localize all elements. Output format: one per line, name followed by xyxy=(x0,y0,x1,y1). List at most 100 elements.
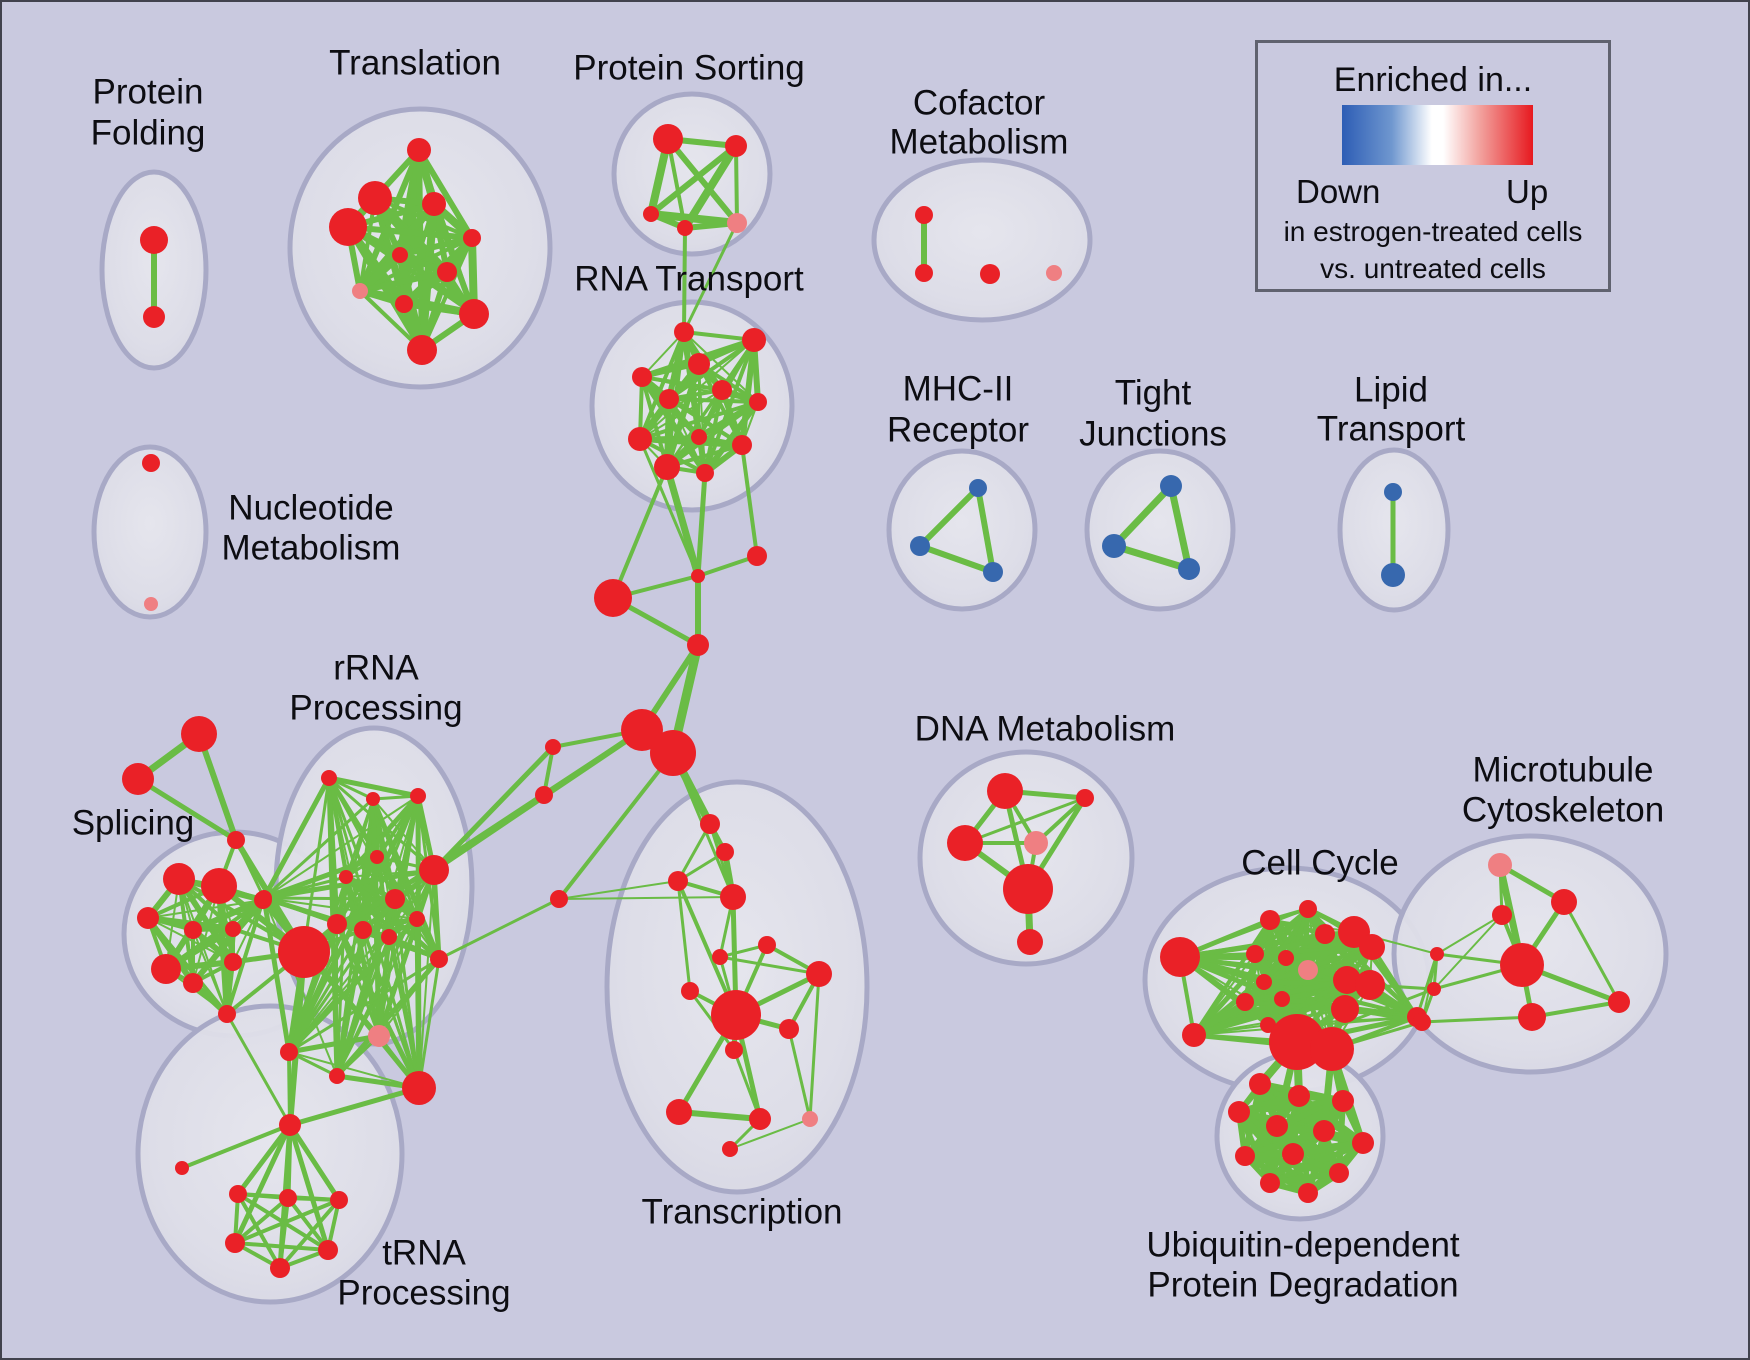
node-lipid-transport-1[interactable] xyxy=(1381,563,1405,587)
node-cell-cycle-1[interactable] xyxy=(1182,1023,1206,1047)
node-lipid-transport-0[interactable] xyxy=(1384,483,1402,501)
node-microtubule-cytoskeleton-6[interactable] xyxy=(1430,947,1444,961)
node-rrna-processing-0[interactable] xyxy=(321,770,337,786)
node-splicing-4[interactable] xyxy=(225,921,241,937)
node-rrna-processing-12[interactable] xyxy=(430,950,448,968)
node-transcription-2[interactable] xyxy=(668,871,688,891)
node-connectors-7[interactable] xyxy=(535,786,553,804)
node-cell-cycle-14[interactable] xyxy=(1333,966,1361,994)
node-splicing-triangle-1[interactable] xyxy=(122,763,154,795)
node-rna-transport-1[interactable] xyxy=(742,328,766,352)
node-translation-5[interactable] xyxy=(392,247,408,263)
node-ubiquitin-degradation-8[interactable] xyxy=(1282,1143,1304,1165)
node-protein-folding-0[interactable] xyxy=(140,226,168,254)
node-trna-processing-1[interactable] xyxy=(175,1161,189,1175)
node-rna-transport-10[interactable] xyxy=(654,454,680,480)
node-rrna-processing-1[interactable] xyxy=(366,792,380,806)
node-protein-sorting-1[interactable] xyxy=(725,135,747,157)
node-cell-cycle-9[interactable] xyxy=(1298,960,1318,980)
node-splicing-1[interactable] xyxy=(201,868,237,904)
node-microtubule-cytoskeleton-8[interactable] xyxy=(1413,1013,1431,1031)
node-nucleotide-metabolism-1[interactable] xyxy=(144,597,158,611)
node-connectors-2[interactable] xyxy=(594,579,632,617)
node-trna-processing-4[interactable] xyxy=(330,1191,348,1209)
node-cell-cycle-17[interactable] xyxy=(1269,1014,1325,1070)
node-rrna-processing-7[interactable] xyxy=(419,855,449,885)
node-trna-processing-0[interactable] xyxy=(279,1114,301,1136)
node-cofactor-metabolism-2[interactable] xyxy=(980,264,1000,284)
node-cell-cycle-2[interactable] xyxy=(1260,910,1280,930)
node-transcription-12[interactable] xyxy=(749,1108,771,1130)
node-splicing-8[interactable] xyxy=(224,953,242,971)
node-cell-cycle-4[interactable] xyxy=(1315,924,1335,944)
node-translation-10[interactable] xyxy=(407,335,437,365)
node-splicing-0[interactable] xyxy=(163,863,195,895)
node-connectors-1[interactable] xyxy=(747,546,767,566)
node-cell-cycle-10[interactable] xyxy=(1256,974,1272,990)
node-rna-transport-3[interactable] xyxy=(632,367,652,387)
node-transcription-6[interactable] xyxy=(806,961,832,987)
node-transcription-1[interactable] xyxy=(716,843,734,861)
node-microtubule-cytoskeleton-0[interactable] xyxy=(1488,853,1512,877)
node-cell-cycle-0[interactable] xyxy=(1160,937,1200,977)
node-rrna-processing-5[interactable] xyxy=(256,890,272,906)
node-rrna-processing-15[interactable] xyxy=(368,1025,390,1047)
node-mhc-ii-receptor-1[interactable] xyxy=(910,536,930,556)
node-rrna-processing-8[interactable] xyxy=(327,914,347,934)
node-rna-transport-5[interactable] xyxy=(659,389,679,409)
node-connectors-0[interactable] xyxy=(691,569,705,583)
node-mhc-ii-receptor-0[interactable] xyxy=(969,479,987,497)
node-translation-2[interactable] xyxy=(422,192,446,216)
node-translation-1[interactable] xyxy=(358,181,392,215)
node-dna-metabolism-3[interactable] xyxy=(1024,831,1048,855)
node-protein-sorting-4[interactable] xyxy=(727,213,747,233)
node-transcription-4[interactable] xyxy=(758,936,776,954)
node-trna-processing-7[interactable] xyxy=(270,1258,290,1278)
node-splicing-9[interactable] xyxy=(218,1005,236,1023)
node-translation-3[interactable] xyxy=(329,208,367,246)
node-translation-0[interactable] xyxy=(407,138,431,162)
node-cell-cycle-8[interactable] xyxy=(1278,950,1294,966)
node-dna-metabolism-5[interactable] xyxy=(1017,929,1043,955)
node-nucleotide-metabolism-0[interactable] xyxy=(142,454,160,472)
node-cell-cycle-18[interactable] xyxy=(1310,1027,1354,1071)
node-cofactor-metabolism-0[interactable] xyxy=(915,206,933,224)
node-transcription-14[interactable] xyxy=(722,1141,738,1157)
node-translation-4[interactable] xyxy=(463,229,481,247)
node-cofactor-metabolism-1[interactable] xyxy=(915,264,933,282)
node-transcription-0[interactable] xyxy=(700,814,720,834)
node-cell-cycle-15[interactable] xyxy=(1355,970,1385,1000)
node-dna-metabolism-4[interactable] xyxy=(1003,864,1053,914)
node-ubiquitin-degradation-0[interactable] xyxy=(1249,1073,1271,1095)
node-microtubule-cytoskeleton-5[interactable] xyxy=(1608,991,1630,1013)
node-rrna-processing-14[interactable] xyxy=(329,1068,345,1084)
node-protein-folding-1[interactable] xyxy=(143,306,165,328)
node-ubiquitin-degradation-4[interactable] xyxy=(1266,1115,1288,1137)
node-rna-transport-0[interactable] xyxy=(674,322,694,342)
node-splicing-3[interactable] xyxy=(184,921,202,939)
node-connectors-3[interactable] xyxy=(687,634,709,656)
node-rrna-processing-6[interactable] xyxy=(385,889,405,909)
node-connectors-6[interactable] xyxy=(545,739,561,755)
node-tight-junctions-2[interactable] xyxy=(1178,558,1200,580)
node-trna-processing-5[interactable] xyxy=(225,1233,245,1253)
node-dna-metabolism-1[interactable] xyxy=(1076,789,1094,807)
node-trna-processing-3[interactable] xyxy=(279,1189,297,1207)
node-connectors-5[interactable] xyxy=(650,730,696,776)
node-microtubule-cytoskeleton-1[interactable] xyxy=(1551,889,1577,915)
node-ubiquitin-degradation-1[interactable] xyxy=(1288,1085,1310,1107)
node-cell-cycle-11[interactable] xyxy=(1274,991,1290,1007)
node-ubiquitin-degradation-2[interactable] xyxy=(1332,1090,1354,1112)
node-dna-metabolism-0[interactable] xyxy=(987,773,1023,809)
node-dna-metabolism-2[interactable] xyxy=(947,825,983,861)
node-cell-cycle-6[interactable] xyxy=(1359,934,1385,960)
node-ubiquitin-degradation-3[interactable] xyxy=(1228,1101,1250,1123)
node-transcription-7[interactable] xyxy=(681,982,699,1000)
node-transcription-10[interactable] xyxy=(725,1041,743,1059)
node-protein-sorting-3[interactable] xyxy=(677,220,693,236)
node-transcription-13[interactable] xyxy=(802,1111,818,1127)
node-ubiquitin-degradation-5[interactable] xyxy=(1313,1120,1335,1142)
node-ubiquitin-degradation-11[interactable] xyxy=(1298,1183,1318,1203)
node-rrna-processing-9[interactable] xyxy=(354,921,372,939)
node-rrna-processing-4[interactable] xyxy=(339,870,353,884)
